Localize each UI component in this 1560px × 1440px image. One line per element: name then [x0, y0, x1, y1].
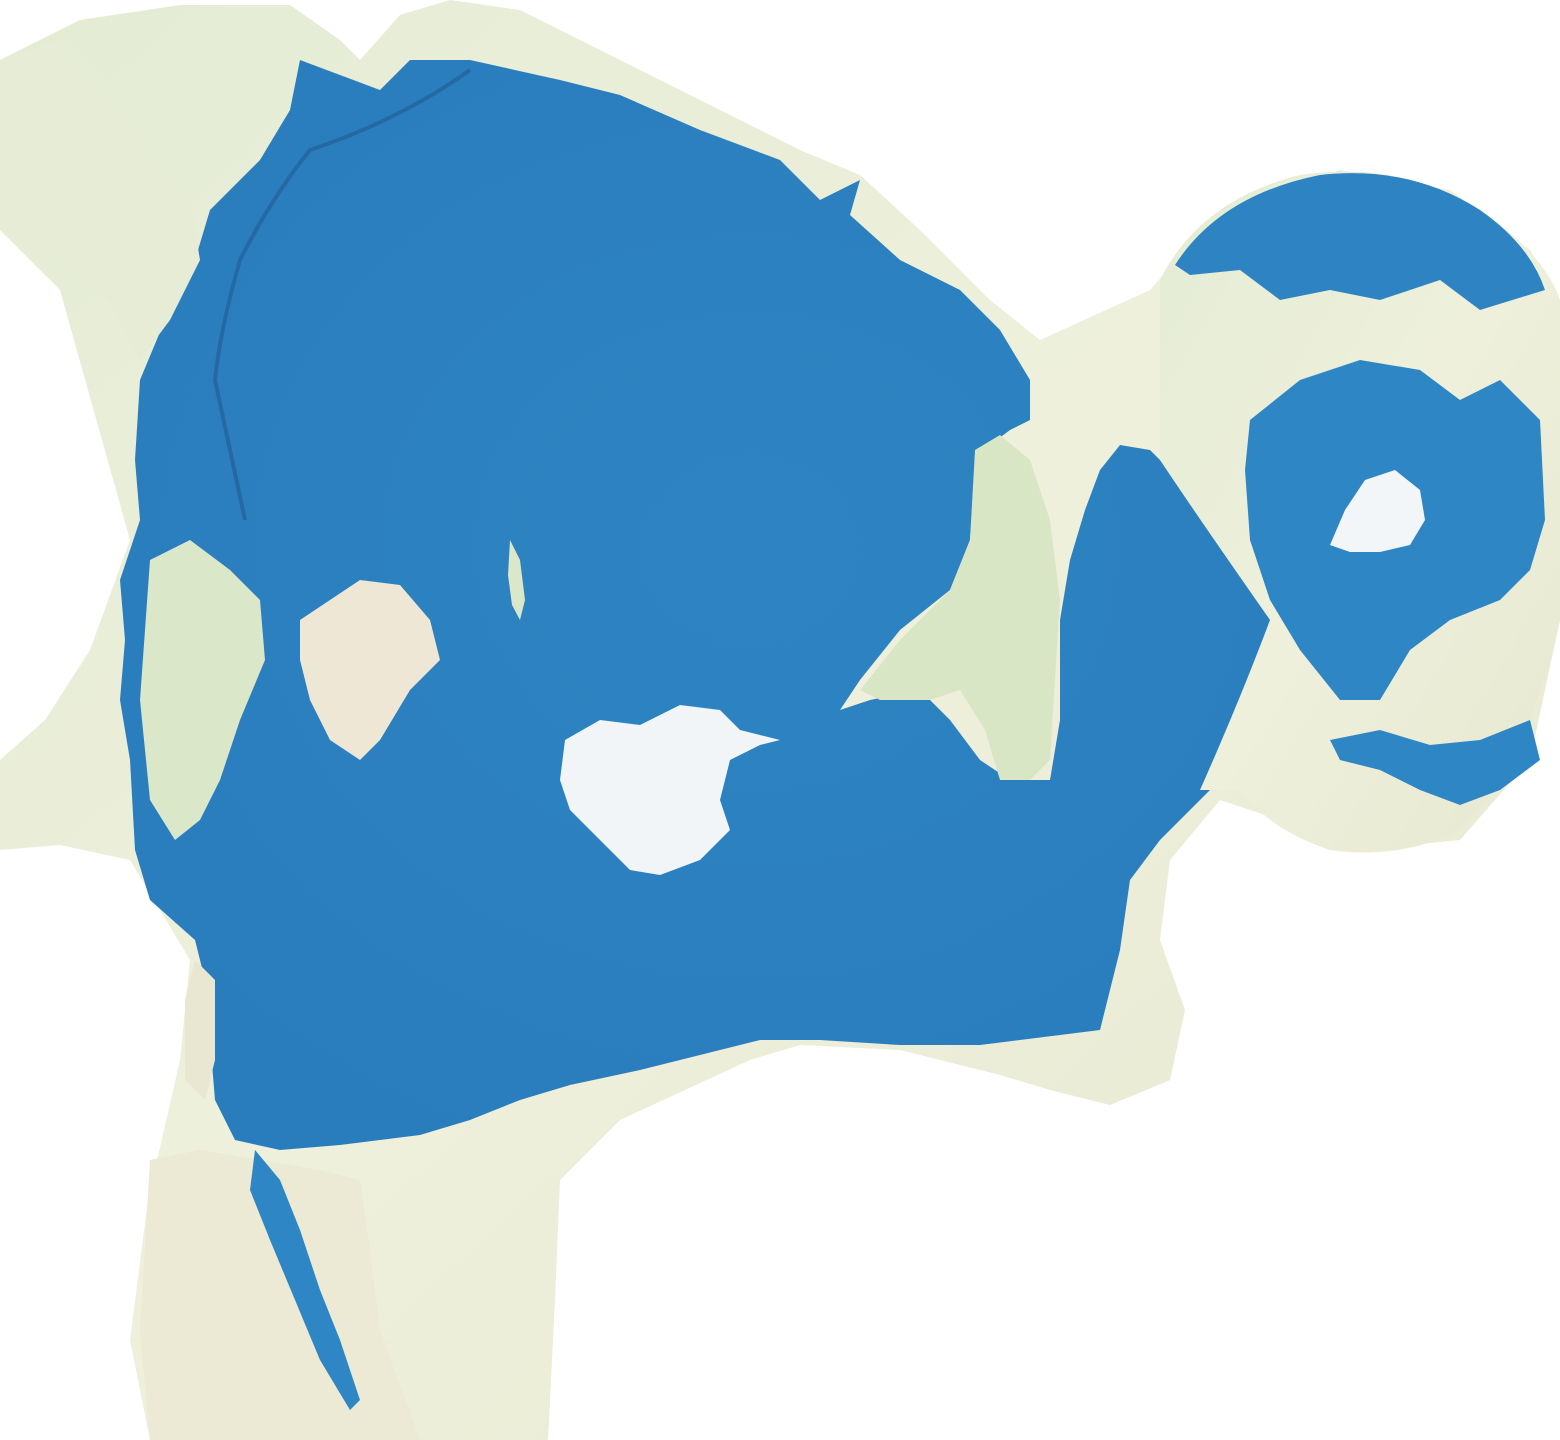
north-america-left	[0, 40, 200, 360]
pacific-trench	[212, 68, 472, 521]
mediterranean	[1330, 720, 1540, 805]
greenland-ice	[1330, 470, 1425, 552]
southeast-asia	[140, 540, 265, 840]
world-ocean	[120, 60, 1380, 1150]
indian-subcontinent	[185, 960, 215, 1100]
south-america	[860, 435, 1060, 780]
africa	[140, 1150, 420, 1440]
red-sea	[250, 1150, 360, 1410]
new-zealand	[508, 540, 525, 620]
australia	[300, 580, 440, 760]
antarctica-ice	[560, 705, 780, 875]
arctic-ocean	[1175, 173, 1545, 310]
